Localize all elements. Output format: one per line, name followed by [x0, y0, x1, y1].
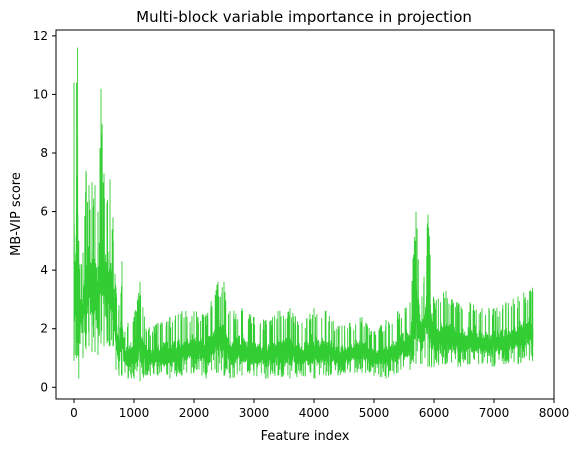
y-axis-ticks: 0 2 4 6 8 10 12 — [33, 29, 56, 394]
series-line — [73, 47, 534, 382]
x-axis-label: Feature index — [261, 429, 350, 444]
y-axis-label: MB-VIP score — [9, 172, 24, 256]
y-tick-label: 6 — [40, 205, 48, 219]
y-tick-label: 8 — [40, 146, 48, 160]
x-tick-label: 0 — [70, 406, 78, 420]
x-tick-label: 1000 — [119, 406, 150, 420]
y-tick-label: 10 — [33, 87, 48, 101]
plot-frame — [55, 29, 555, 400]
y-tick-label: 0 — [40, 380, 48, 394]
y-tick-label: 4 — [40, 263, 48, 277]
x-tick-label: 5000 — [359, 406, 390, 420]
chart-title: Multi-block variable importance in proje… — [136, 8, 472, 26]
x-tick-label: 7000 — [479, 406, 510, 420]
y-tick-label: 12 — [33, 29, 48, 43]
x-tick-label: 8000 — [539, 406, 570, 420]
plot-series — [73, 47, 534, 382]
x-axis-ticks: 0 1000 2000 3000 4000 5000 6000 7000 8000 — [70, 399, 569, 420]
x-tick-label: 3000 — [239, 406, 270, 420]
y-tick-label: 2 — [40, 322, 48, 336]
x-tick-label: 6000 — [419, 406, 450, 420]
x-tick-label: 4000 — [299, 406, 330, 420]
x-tick-label: 2000 — [179, 406, 210, 420]
